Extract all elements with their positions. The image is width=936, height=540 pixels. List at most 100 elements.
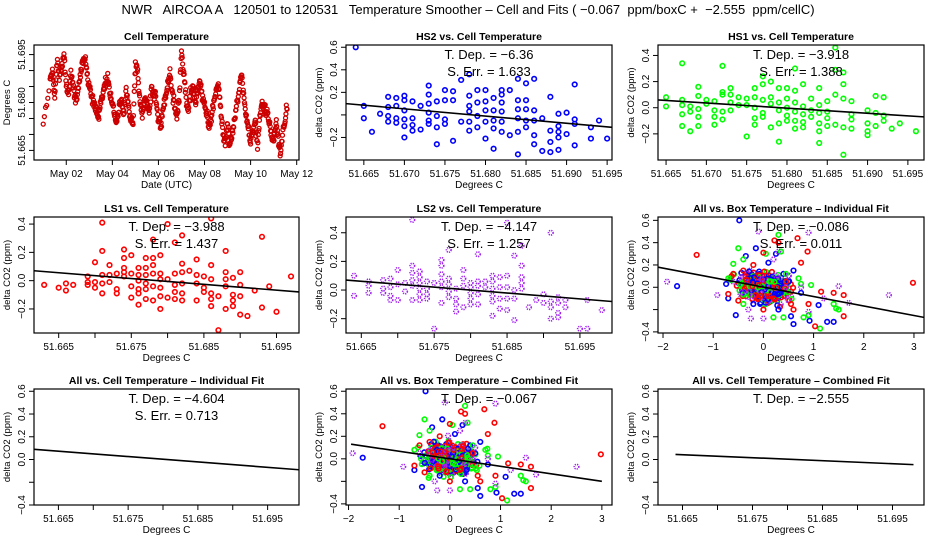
data-point [439,416,446,423]
data-point [817,325,824,332]
data-point [848,116,855,123]
data-point [687,128,694,135]
data-point [204,108,210,114]
data-point [431,478,438,485]
plot-frame [657,44,925,161]
data-point [799,103,807,110]
data-point [472,444,479,451]
data-point [719,116,726,123]
fit-line [658,266,924,319]
data-point [896,120,903,127]
data-point [417,126,424,133]
data-point [533,296,540,304]
data-point [775,239,782,246]
data-point [783,117,791,124]
data-point [767,100,774,107]
data-point [777,274,784,282]
y-axis: −0.4 0.0 0.2 0.4 0.6 [641,384,658,515]
fit-annotation: S. Err. = 0.713 [135,408,218,423]
data-point [149,261,157,269]
data-point [547,127,554,134]
data-point [806,317,813,324]
data-point [256,127,262,134]
data-point [811,323,819,330]
data-point [482,107,489,114]
data-point [224,121,231,127]
data-point [49,72,55,79]
data-point [452,295,460,302]
y-tick-label: 0.6 [641,213,652,227]
data-point [799,124,807,131]
y-tick-label: 0.2 [641,258,652,272]
data-point [84,278,91,286]
data-point [426,427,433,434]
data-point [695,105,702,113]
data-point [431,279,438,286]
data-point [695,122,702,130]
data-point [167,66,173,72]
data-point [539,115,546,122]
x-tick-label: −1 [708,342,720,353]
data-point [458,76,465,84]
data-point [527,485,535,492]
x-tick-label: 51.665 [43,342,74,353]
data-point [208,118,215,125]
data-point [401,288,409,295]
data-point [740,291,747,298]
data-point [62,280,70,287]
fit-line [350,443,602,483]
plot-area [34,217,299,333]
data-point [477,438,484,446]
data-point [248,135,254,142]
data-point [735,94,742,101]
data-point [62,287,70,294]
x-tick-label: May 04 [96,169,129,180]
data-point [506,132,513,139]
data-point [423,278,430,285]
data-point [494,453,502,460]
data-point [105,70,111,77]
data-point [401,134,408,141]
y-tick-label: −0.2 [641,124,652,144]
data-point [912,128,920,135]
data-point [200,288,207,296]
data-point [458,118,465,125]
y-tick-label: 0.4 [329,62,340,76]
y-axis-label: delta CO2 (ppm) [314,412,325,482]
x-tick-label: 51.690 [852,169,883,180]
data-point [200,273,207,280]
data-point [70,85,76,91]
data-point [751,94,758,101]
data-point [840,151,847,158]
data-point [441,97,449,104]
data-point [477,492,484,500]
data-point [719,108,726,115]
data-point [555,128,562,135]
data-point [469,455,476,462]
data-point [82,54,89,60]
data-point [474,291,482,298]
data-point [409,269,416,276]
data-point [469,450,476,457]
data-point [149,270,157,277]
data-point [737,273,745,281]
data-point [554,314,562,321]
x-tick-label: 51.685 [183,514,214,525]
data-point [385,112,392,120]
data-point [171,281,178,289]
data-point [380,276,387,284]
data-point [711,113,718,120]
data-point [439,458,446,465]
y-tick-label: 0.0 [641,100,652,114]
data-point [489,312,496,319]
data-point [441,399,448,406]
data-point [208,276,215,283]
data-point [190,85,196,92]
fit-annotation: T. Dep. = −4.604 [128,391,224,406]
x-tick-label: May 10 [234,169,267,180]
data-point [482,446,489,453]
data-point [176,87,183,94]
data-point [746,268,753,275]
data-point [805,300,812,308]
data-point [791,87,799,94]
